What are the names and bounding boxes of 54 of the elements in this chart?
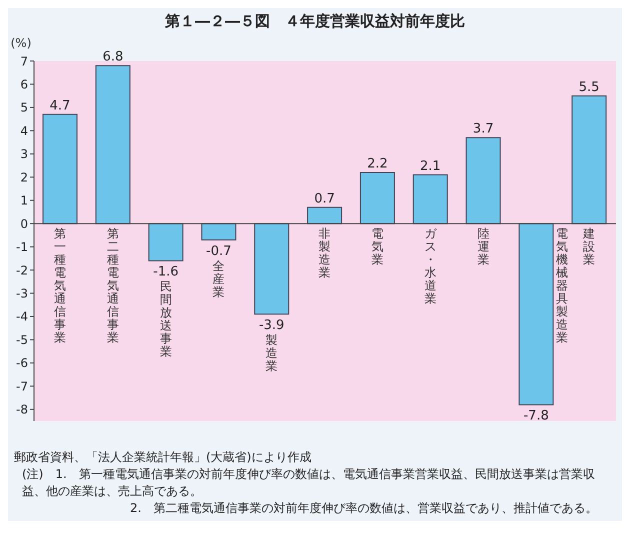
y-tick-label: 5 [20,100,28,115]
data-label: -7.8 [523,408,549,424]
x-tick-label: 電気業 [371,226,384,267]
bar [412,174,448,224]
y-tick-label: -3 [16,286,28,301]
y-tick-label: -7 [16,379,28,394]
y-tick-label: -6 [16,356,28,370]
y-axis-title: (%) [10,36,32,50]
x-tick-label: 全産業 [212,258,225,299]
data-label: -3.9 [258,318,284,334]
bar [95,65,130,224]
bar [254,223,290,315]
data-label: -1.6 [153,264,179,280]
y-tick-label: -5 [16,332,28,347]
category-label: 第二種電気通信事業 [106,226,119,345]
bar [518,223,554,406]
bar [42,114,78,224]
data-label: 4.7 [50,98,70,114]
x-tick-label: ガス・水道業 [424,226,438,306]
y-tick-label: 0 [20,216,28,231]
y-tick-label: -4 [16,310,28,324]
y-tick-label: 7 [20,54,28,68]
y-tick-label: -1 [16,240,28,254]
text: 2. 第二種電気通信事業の対前年度伸び率の数値は、営業収益であり、推計値である。 [129,500,598,517]
bar [201,223,236,240]
category-label: 電気機械器具製造業 [556,226,568,345]
bar [360,172,395,224]
y-tick-label: 6 [20,77,28,92]
bar [148,223,184,262]
y-tick-label: 1 [20,194,28,208]
category-label: 第一種電気通信事業 [54,226,66,345]
data-label: 2.1 [420,158,441,174]
bar [466,137,501,224]
data-label: 0.7 [314,191,335,206]
bar [572,95,607,224]
x-tick-label: 民間放送事業 [160,280,172,359]
data-label: 3.7 [472,122,494,137]
chart-title: 第１―２―５図 ４年度営業収益対前年度比 [164,11,466,31]
y-tick-label: 2 [20,170,28,184]
data-label: -0.7 [206,244,232,259]
x-tick-label: 製造業 [266,333,278,374]
text: 郵政省資料、「法人企業統計年報」(大蔵省)により作成 [14,449,312,466]
y-tick-label: 3 [20,147,28,162]
y-tick-label: -8 [16,402,28,417]
x-tick-label: 陸運業 [477,226,490,267]
text: (注) 1. 第一種電気通信事業の対前年度伸び率の数値は、電気通信事業営業収益、民間放送事業は営業収益、他の産業は、売上高である。 [21,466,596,500]
x-tick-label: 非製造業 [318,226,331,280]
bar [307,206,342,224]
data-label: 2.2 [367,156,388,172]
y-tick-label: 4 [20,124,28,138]
y-tick-label: -2 [16,263,28,278]
data-label: 5.5 [578,80,600,95]
data-label: 6.8 [102,50,124,65]
x-tick-label: 建設業 [582,226,596,267]
